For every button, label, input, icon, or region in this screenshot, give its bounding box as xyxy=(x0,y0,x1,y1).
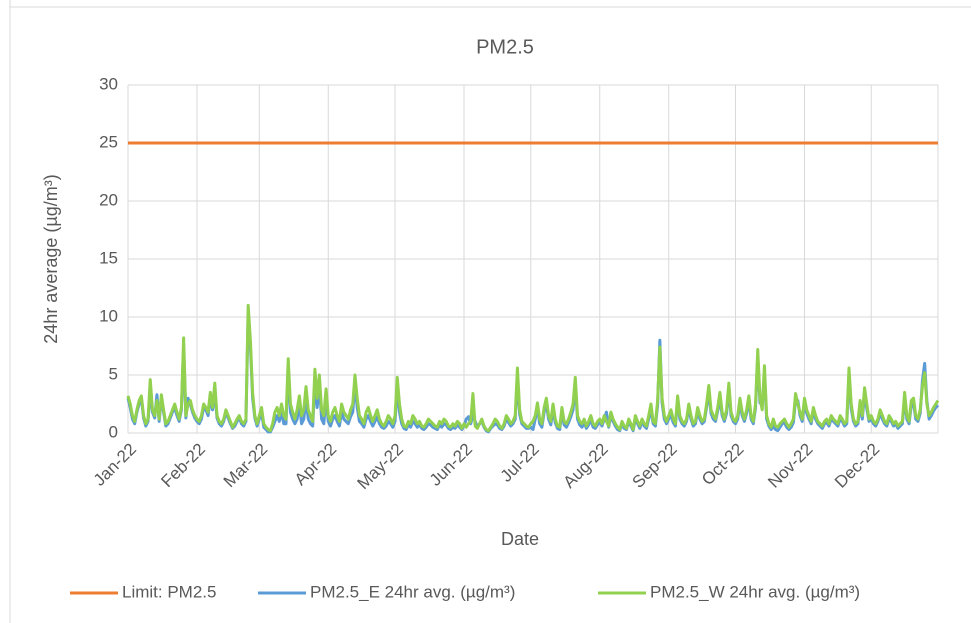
y-tick-label: 5 xyxy=(109,364,118,383)
series-line xyxy=(126,303,940,433)
chart-title: PM2.5 xyxy=(476,36,534,58)
y-tick-label: 10 xyxy=(99,306,118,325)
x-axis-title: Date xyxy=(501,529,539,549)
y-tick-label: 0 xyxy=(109,422,118,441)
y-axis-title: 24hr average (µg/m³) xyxy=(41,174,61,343)
legend-label: Limit: PM2.5 xyxy=(122,582,216,601)
plot xyxy=(126,141,940,434)
y-tick-label: 30 xyxy=(99,74,118,93)
y-tick-label: 20 xyxy=(99,190,118,209)
y-tick-label: 25 xyxy=(99,132,118,151)
y-tick-label: 15 xyxy=(99,248,118,267)
legend-label: PM2.5_W 24hr avg. (µg/m³) xyxy=(650,582,860,601)
legend-label: PM2.5_E 24hr avg. (µg/m³) xyxy=(310,582,515,601)
legend: Limit: PM2.5 PM2.5_E 24hr avg. (µg/m³) PM2… xyxy=(70,582,860,601)
